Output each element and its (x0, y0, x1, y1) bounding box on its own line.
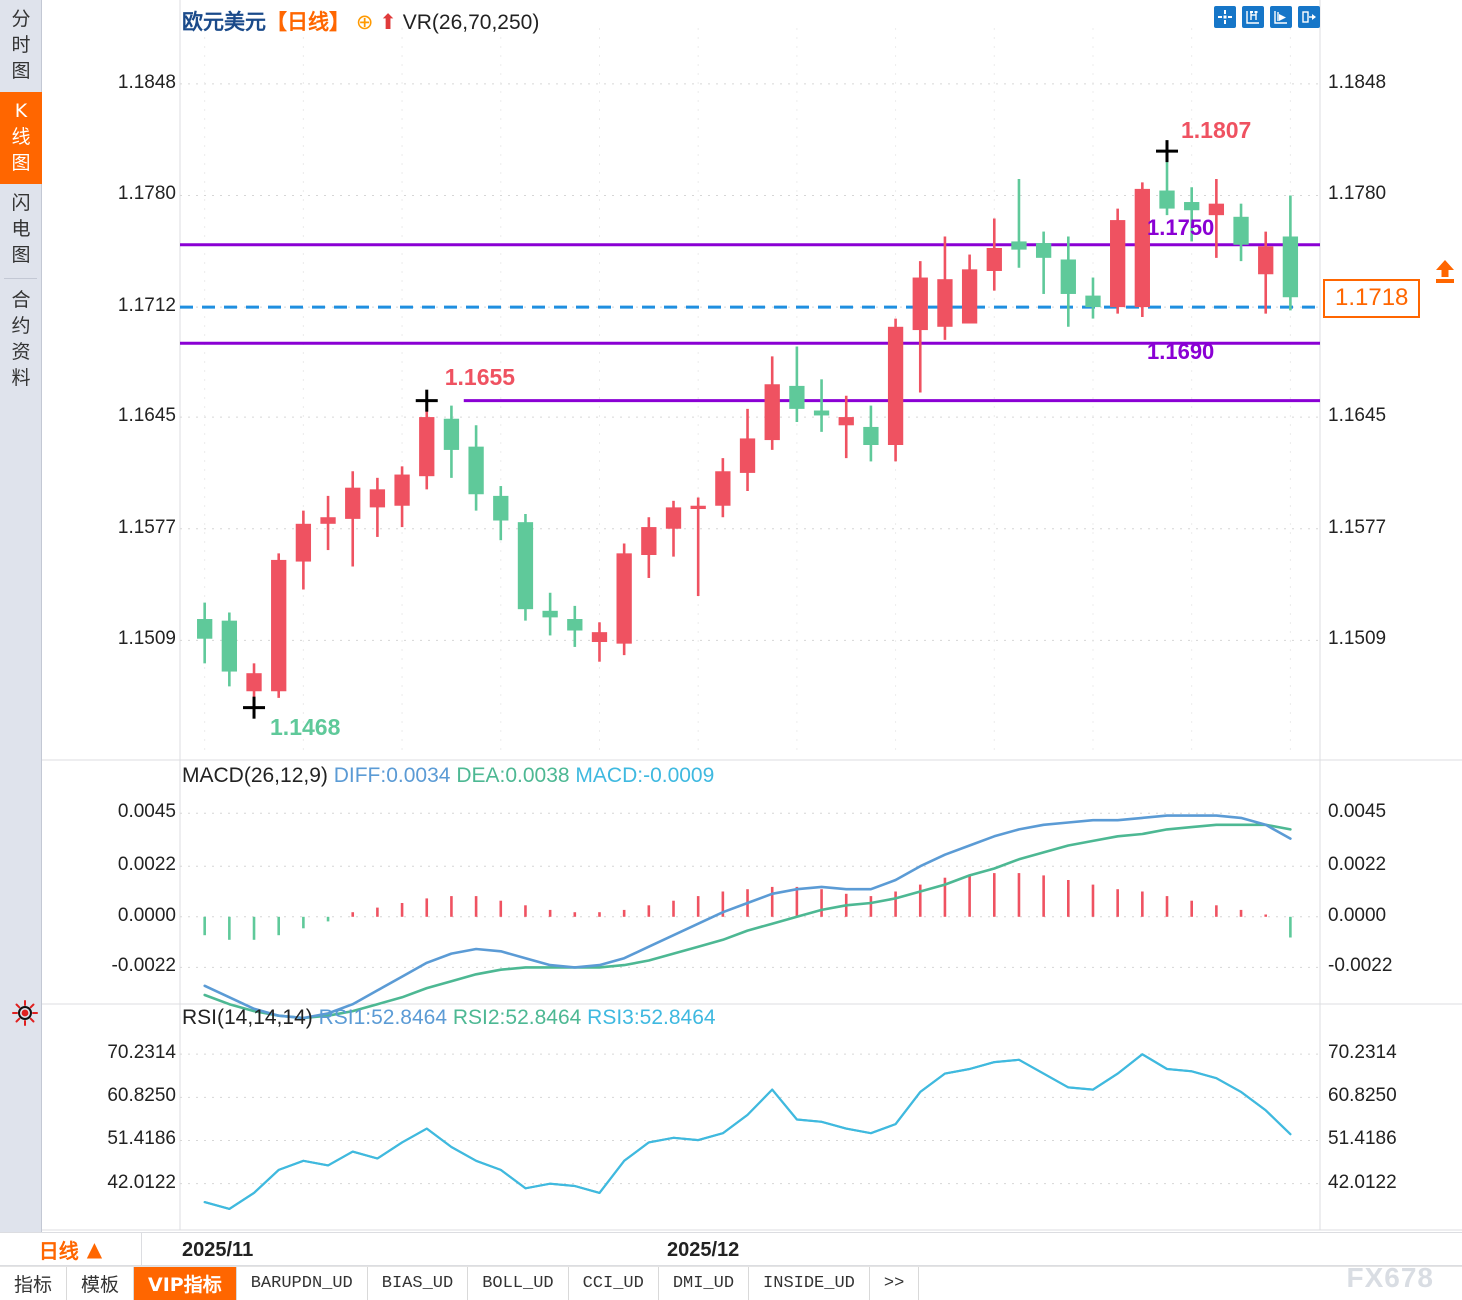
rsi-panel-header: RSI(14,14,14) RSI1:52.8464 RSI2:52.8464 … (182, 1006, 716, 1030)
watermark: FX678 (1346, 1262, 1434, 1293)
chart-area[interactable]: 欧元美元【日线】 ⊕ ⬆ VR(26,70,250) MACD(26,12,9)… (42, 0, 1462, 1262)
macd-tick-left-1: 0.0022 (117, 854, 176, 876)
level-label-upper: 1.1750 (1147, 214, 1215, 240)
rsi-tick-right-2: 51.4186 (1328, 1128, 1397, 1150)
measure-icon[interactable] (1242, 6, 1264, 28)
sun-icon[interactable] (12, 1000, 38, 1026)
btn-cci-ud[interactable]: CCI_UD (569, 1267, 659, 1300)
btn-indicators[interactable]: 指标 (0, 1267, 68, 1300)
macd-tick-right-0: 0.0045 (1328, 801, 1387, 823)
sidebar-glyph: 图 (11, 60, 31, 82)
sidebar-glyph: 电 (11, 218, 31, 240)
period-selector[interactable]: 日线 ▲ (0, 1232, 142, 1266)
price-tick-right-3: 1.1645 (1328, 405, 1387, 427)
bottom-toolbar[interactable]: 指标 模板 VIP指标 BARUPDN_UD BIAS_UD BOLL_UD CCI_UD D… (0, 1266, 1462, 1300)
macd-title: MACD(26,12,9) (182, 764, 328, 787)
rsi-tick-right-1: 60.8250 (1328, 1085, 1397, 1107)
sidebar-glyph: 图 (11, 244, 31, 266)
macd-dea-value: DEA:0.0038 (456, 764, 570, 787)
rsi-tick-left-3: 42.0122 (107, 1171, 176, 1193)
settings-icon[interactable]: ⊕ (355, 11, 374, 34)
price-tick-left-4: 1.1577 (117, 516, 176, 538)
sidebar-glyph: 线 (11, 126, 31, 148)
symbol-label: 欧元美元 (182, 11, 266, 34)
btn-dmi-ud[interactable]: DMI_UD (659, 1267, 750, 1300)
sidebar-glyph: 合 (11, 289, 31, 311)
sidebar-divider (4, 278, 37, 279)
up-arrow-icon: ⬆ (379, 11, 397, 34)
rsi-tick-left-2: 51.4186 (107, 1128, 176, 1150)
current-price-tag: 1.1718 (1323, 279, 1421, 319)
macd-macd-value: MACD:-0.0009 (575, 764, 715, 787)
sidebar-glyph: 时 (11, 34, 31, 56)
macd-panel-header: MACD(26,12,9) DIFF:0.0034 DEA:0.0038 MAC… (182, 764, 714, 788)
btn-bias-ud[interactable]: BIAS_UD (368, 1267, 469, 1300)
price-tick-left-5: 1.1509 (117, 628, 176, 650)
sidebar-glyph: 约 (11, 315, 31, 337)
rsi3-value: RSI3:52.8464 (587, 1006, 716, 1029)
rsi-tick-left-1: 60.8250 (107, 1085, 176, 1107)
price-tick-right-0: 1.1848 (1328, 71, 1387, 93)
price-tick-left-2: 1.1712 (117, 295, 176, 317)
annotation-high: 1.1807 (1181, 117, 1252, 144)
period-tab-label: 日线 (38, 1238, 79, 1263)
date-label-0: 2025/11 (182, 1239, 254, 1261)
rsi-tick-right-3: 42.0122 (1328, 1171, 1397, 1193)
sidebar-glyph: 料 (11, 367, 31, 389)
sidebar-glyph: 资 (11, 341, 31, 363)
vr-indicator-label: VR(26,70,250) (402, 11, 540, 34)
rsi1-value: RSI1:52.8464 (318, 1006, 448, 1029)
btn-templates[interactable]: 模板 (67, 1267, 135, 1300)
rsi2-value: RSI2:52.8464 (452, 1006, 582, 1029)
annotation-mid: 1.1655 (444, 363, 516, 390)
macd-diff-value: DIFF:0.0034 (333, 764, 451, 787)
macd-tick-left-2: 0.0000 (117, 904, 176, 926)
crosshair-icon[interactable] (1214, 6, 1236, 28)
macd-tick-left-0: 0.0045 (117, 801, 176, 823)
price-panel-header: 欧元美元【日线】 ⊕ ⬆ VR(26,70,250) (182, 6, 539, 36)
price-axis-left: 1.1848 1.1780 1.1712 1.1645 1.1577 1.1509 0.00… (42, 0, 180, 1262)
sidebar-glyph: 闪 (11, 192, 31, 214)
date-axis: 2025/11 2025/12 (42, 1232, 1462, 1266)
btn-vip-indicators[interactable]: VIP指标 (134, 1267, 237, 1300)
rsi-title: RSI(14,14,14) (182, 1006, 313, 1029)
price-tick-right-5: 1.1509 (1328, 628, 1387, 650)
price-tick-left-1: 1.1780 (117, 183, 176, 205)
btn-boll-ud[interactable]: BOLL_UD (468, 1267, 569, 1300)
sidebar-glyph: 分 (11, 8, 31, 30)
date-label-1: 2025/12 (667, 1239, 740, 1261)
btn-inside-ud[interactable]: INSIDE_UD (749, 1267, 870, 1300)
triangle-up-icon: ▲ (86, 1237, 103, 1261)
price-axis-right: 1.18481.17801.17121.16451.15771.15090.00… (1322, 0, 1462, 1262)
btn-more[interactable]: >> (870, 1267, 920, 1300)
macd-tick-right-2: 0.0000 (1328, 904, 1387, 926)
period-label: 【日线】 (266, 11, 350, 34)
macd-tick-right-3: -0.0022 (1328, 955, 1393, 977)
price-tick-left-3: 1.1645 (117, 405, 176, 427)
rsi-tick-right-0: 70.2314 (1328, 1042, 1397, 1064)
sidebar-glyph: 图 (11, 152, 31, 174)
price-tick-left-0: 1.1848 (117, 71, 176, 93)
btn-barupdn-ud[interactable]: BARUPDN_UD (237, 1267, 368, 1300)
macd-tick-right-1: 0.0022 (1328, 854, 1387, 876)
annotation-low: 1.1468 (270, 713, 341, 740)
chart-canvas (42, 0, 1462, 1231)
price-up-arrow-icon (1434, 259, 1456, 290)
chart-toolbar[interactable] (1214, 6, 1320, 28)
rsi-tick-left-0: 70.2314 (107, 1042, 176, 1064)
sidebar-item-timeshare[interactable]: 分时图 (0, 0, 42, 92)
fullscreen-icon[interactable] (1298, 6, 1320, 28)
price-tick-right-4: 1.1577 (1328, 516, 1387, 538)
sidebar-item-contract-info[interactable]: 合约资料 (0, 281, 42, 399)
macd-tick-left-3: -0.0022 (111, 955, 176, 977)
price-tick-right-1: 1.1780 (1328, 183, 1387, 205)
sidebar-glyph: K (14, 100, 28, 122)
sidebar-item-lightning[interactable]: 闪电图 (0, 184, 42, 276)
level-label-lower: 1.1690 (1147, 339, 1215, 365)
zoom-icon[interactable] (1270, 6, 1292, 28)
